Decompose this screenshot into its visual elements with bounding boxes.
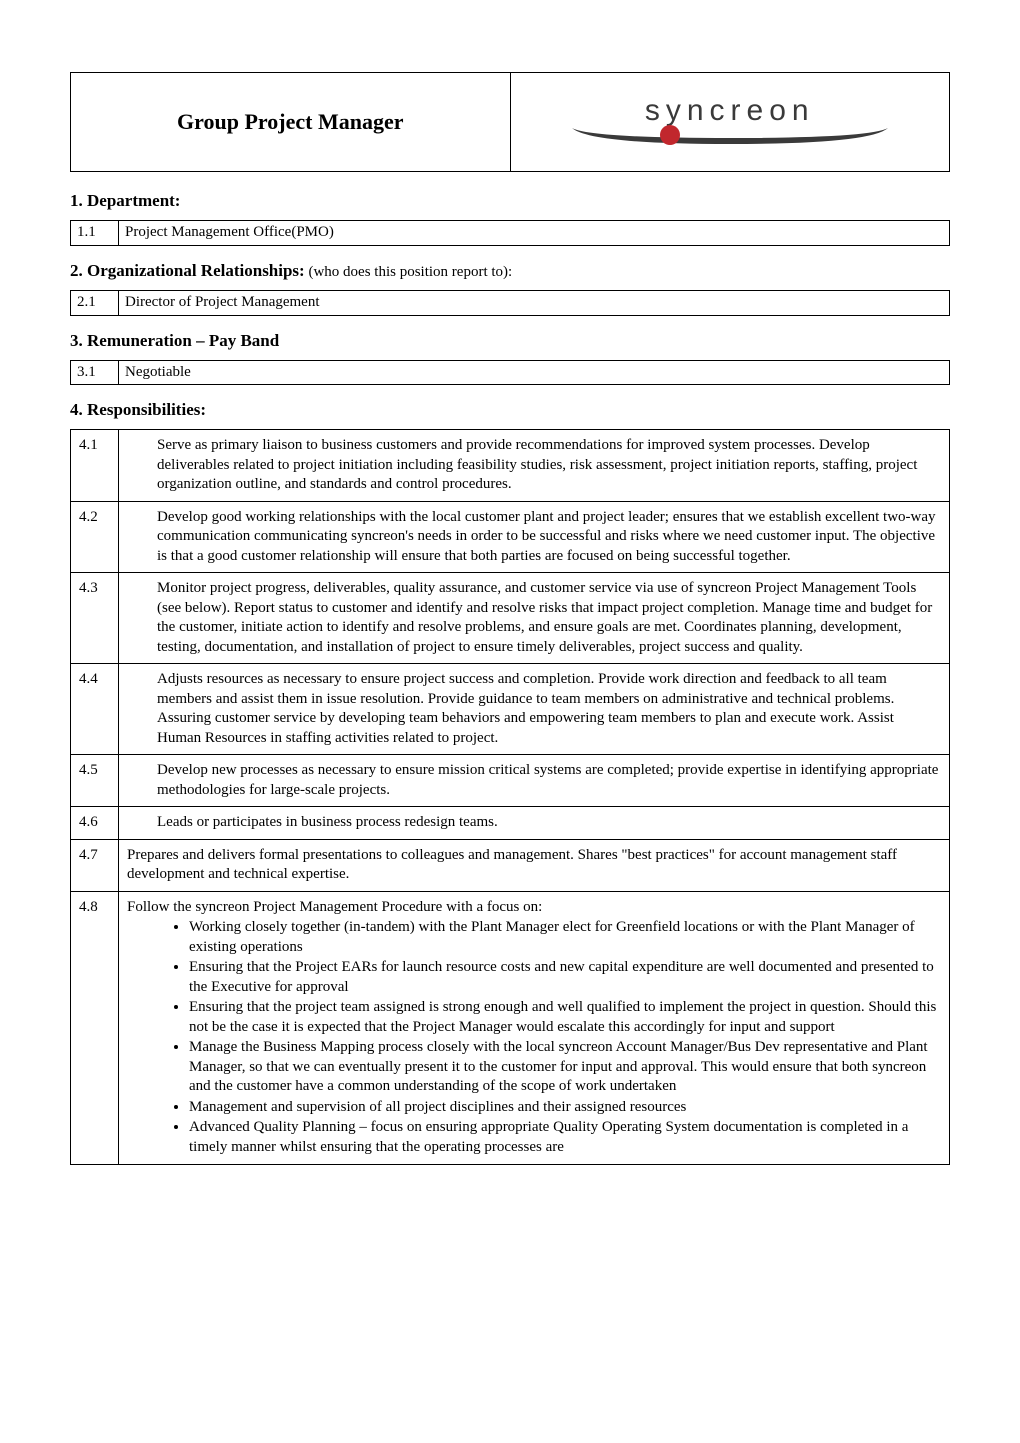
logo-swoosh-icon xyxy=(570,124,890,148)
section-4-heading: 4. Responsibilities: xyxy=(70,399,950,421)
header-logo-cell: syncreon xyxy=(511,73,950,171)
row-num: 4.5 xyxy=(71,755,119,807)
row-bullets: Working closely together (in-tandem) wit… xyxy=(189,918,941,1157)
logo-text: syncreon xyxy=(645,96,815,126)
row-text: Leads or participates in business proces… xyxy=(119,807,950,840)
table-row: 3.1 Negotiable xyxy=(71,360,950,385)
table-row: 4.2 Develop good working relationships w… xyxy=(71,501,950,573)
row-text: Develop good working relationships with … xyxy=(119,501,950,573)
section-1-table: 1.1 Project Management Office(PMO) xyxy=(70,220,950,246)
row-num: 4.6 xyxy=(71,807,119,840)
row-text: Serve as primary liaison to business cus… xyxy=(119,430,950,502)
row-text: Adjusts resources as necessary to ensure… xyxy=(119,664,950,755)
section-1-heading: 1. Department: xyxy=(70,190,950,212)
table-row: 4.6 Leads or participates in business pr… xyxy=(71,807,950,840)
table-row: 2.1 Director of Project Management xyxy=(71,291,950,316)
list-item: Management and supervision of all projec… xyxy=(189,1098,941,1118)
list-item: Ensuring that the project team assigned … xyxy=(189,998,941,1037)
row-text: Negotiable xyxy=(119,360,950,385)
table-row: 4.3 Monitor project progress, deliverabl… xyxy=(71,573,950,664)
table-row: 4.5 Develop new processes as necessary t… xyxy=(71,755,950,807)
section-2-sub: (who does this position report to): xyxy=(305,264,512,280)
list-item: Advanced Quality Planning – focus on ens… xyxy=(189,1118,941,1157)
row-text: Project Management Office(PMO) xyxy=(119,221,950,246)
row-text-inner: Serve as primary liaison to business cus… xyxy=(127,436,941,495)
row-num: 4.7 xyxy=(71,839,119,891)
header-box: Group Project Manager syncreon xyxy=(70,72,950,172)
row-num: 4.2 xyxy=(71,501,119,573)
row-lead: Follow the syncreon Project Management P… xyxy=(127,898,941,918)
header-title-cell: Group Project Manager xyxy=(71,73,511,171)
list-item: Ensuring that the Project EARs for launc… xyxy=(189,958,941,997)
section-2-heading: 2. Organizational Relationships: (who do… xyxy=(70,260,950,283)
section-3-table: 3.1 Negotiable xyxy=(70,360,950,386)
row-text-inner: Monitor project progress, deliverables, … xyxy=(127,579,941,657)
row-text-inner: Leads or participates in business proces… xyxy=(127,813,941,833)
row-text: Follow the syncreon Project Management P… xyxy=(119,891,950,1165)
row-text: Develop new processes as necessary to en… xyxy=(119,755,950,807)
section-3-heading: 3. Remuneration – Pay Band xyxy=(70,330,950,352)
row-num: 4.4 xyxy=(71,664,119,755)
row-num: 4.3 xyxy=(71,573,119,664)
list-item: Working closely together (in-tandem) wit… xyxy=(189,918,941,957)
document-title: Group Project Manager xyxy=(177,108,403,137)
syncreon-logo: syncreon xyxy=(570,96,890,148)
row-num: 1.1 xyxy=(71,221,119,246)
responsibilities-table: 4.1 Serve as primary liaison to business… xyxy=(70,429,950,1165)
list-item: Manage the Business Mapping process clos… xyxy=(189,1038,941,1097)
table-row: 1.1 Project Management Office(PMO) xyxy=(71,221,950,246)
table-row: 4.7 Prepares and delivers formal present… xyxy=(71,839,950,891)
row-text-inner: Adjusts resources as necessary to ensure… xyxy=(127,670,941,748)
row-text: Prepares and delivers formal presentatio… xyxy=(119,839,950,891)
row-text: Director of Project Management xyxy=(119,291,950,316)
section-2-table: 2.1 Director of Project Management xyxy=(70,290,950,316)
row-text-inner: Develop new processes as necessary to en… xyxy=(127,761,941,800)
table-row: 4.4 Adjusts resources as necessary to en… xyxy=(71,664,950,755)
section-2-title: 2. Organizational Relationships: xyxy=(70,261,305,280)
row-text-inner: Develop good working relationships with … xyxy=(127,508,941,567)
row-num: 3.1 xyxy=(71,360,119,385)
row-num: 2.1 xyxy=(71,291,119,316)
row-num: 4.8 xyxy=(71,891,119,1165)
row-num: 4.1 xyxy=(71,430,119,502)
table-row: 4.8 Follow the syncreon Project Manageme… xyxy=(71,891,950,1165)
table-row: 4.1 Serve as primary liaison to business… xyxy=(71,430,950,502)
row-text: Monitor project progress, deliverables, … xyxy=(119,573,950,664)
